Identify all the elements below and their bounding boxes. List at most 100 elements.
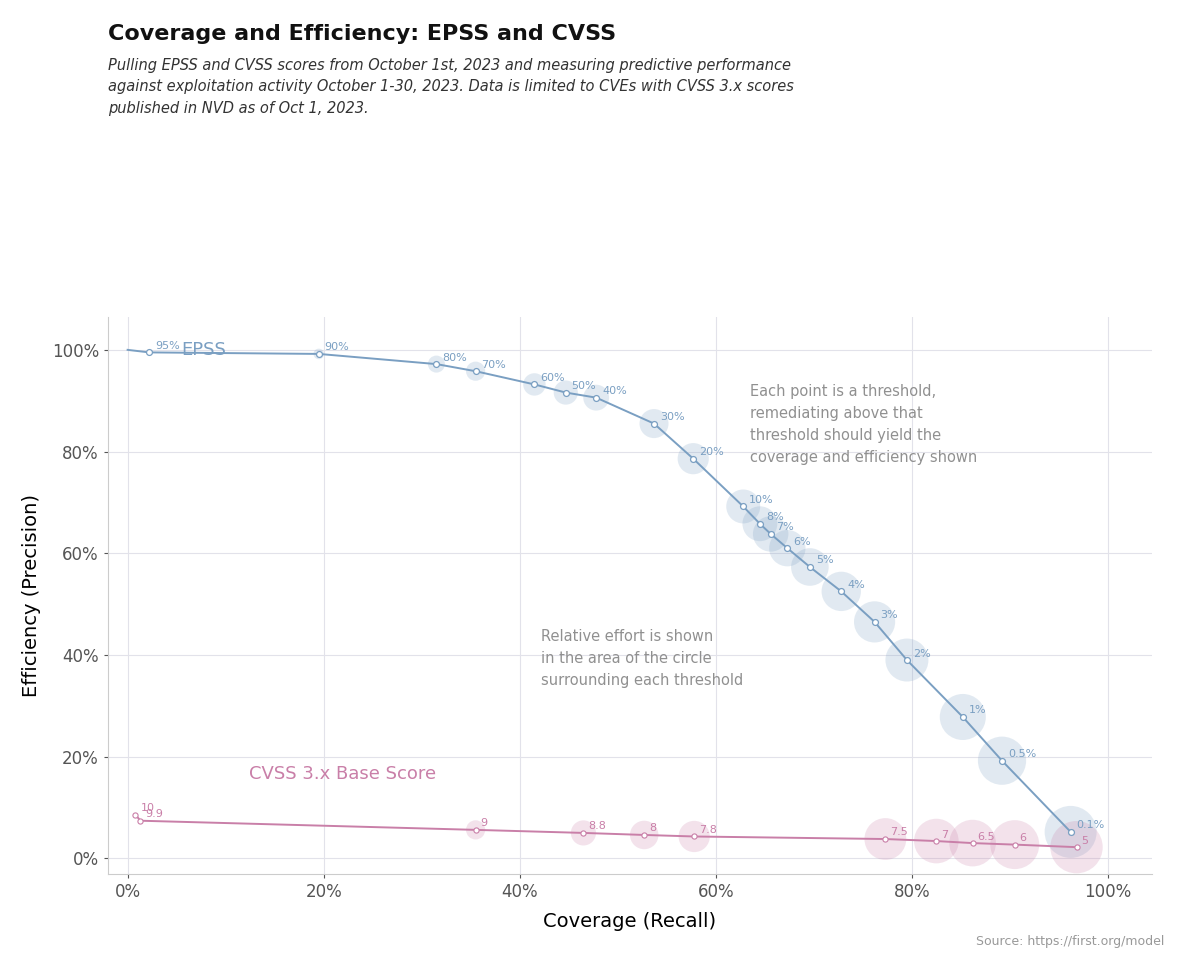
Point xyxy=(898,653,917,668)
Text: Each point is a threshold,
remediating above that
threshold should yield the
cov: Each point is a threshold, remediating a… xyxy=(750,384,977,466)
Point xyxy=(953,709,972,725)
Point xyxy=(865,614,884,630)
Point xyxy=(733,499,752,515)
Text: 0.1%: 0.1% xyxy=(1076,821,1105,830)
Text: 70%: 70% xyxy=(481,360,506,370)
Text: 9: 9 xyxy=(480,818,487,828)
Point xyxy=(964,835,983,851)
Point xyxy=(644,416,664,431)
Point xyxy=(574,826,593,841)
Text: 5%: 5% xyxy=(816,556,833,565)
Text: 0.5%: 0.5% xyxy=(1008,749,1036,759)
Text: 8%: 8% xyxy=(766,513,784,522)
Point xyxy=(750,516,769,532)
Text: 8: 8 xyxy=(649,824,656,833)
Point xyxy=(644,416,664,431)
Point xyxy=(778,540,797,556)
Point xyxy=(926,833,946,849)
Point xyxy=(865,614,884,630)
Point xyxy=(556,385,575,400)
Text: 7.5: 7.5 xyxy=(890,828,908,837)
Point xyxy=(310,347,329,362)
Text: 2%: 2% xyxy=(913,649,930,659)
Text: 4%: 4% xyxy=(847,580,865,589)
Point xyxy=(587,390,606,405)
Point xyxy=(1061,825,1080,840)
X-axis label: Coverage (Recall): Coverage (Recall) xyxy=(544,912,716,931)
Text: 7%: 7% xyxy=(776,522,794,533)
Point xyxy=(761,526,780,541)
Point xyxy=(427,356,446,372)
Text: 60%: 60% xyxy=(540,372,565,383)
Point xyxy=(139,345,158,360)
Point xyxy=(1067,839,1086,854)
Text: 80%: 80% xyxy=(443,352,467,363)
Point xyxy=(761,526,780,541)
Text: 40%: 40% xyxy=(602,386,626,396)
Point xyxy=(131,813,150,828)
Point xyxy=(524,376,544,392)
Point xyxy=(876,831,895,847)
Text: Source: https://first.org/model: Source: https://first.org/model xyxy=(976,935,1164,948)
Point xyxy=(733,499,752,515)
Point xyxy=(1067,839,1086,854)
Text: 1%: 1% xyxy=(968,706,986,715)
Text: 6.5: 6.5 xyxy=(978,831,995,842)
Point xyxy=(635,828,654,843)
Text: 10: 10 xyxy=(140,804,155,813)
Point xyxy=(832,584,851,599)
Point xyxy=(992,753,1012,768)
Text: EPSS: EPSS xyxy=(181,342,226,359)
Text: CVSS 3.x Base Score: CVSS 3.x Base Score xyxy=(248,765,436,783)
Point xyxy=(524,376,544,392)
Text: 5: 5 xyxy=(1081,835,1088,846)
Point xyxy=(876,831,895,847)
Point xyxy=(574,826,593,841)
Point xyxy=(800,560,820,575)
Text: 6%: 6% xyxy=(793,537,811,546)
Point xyxy=(131,813,150,828)
Text: 20%: 20% xyxy=(700,447,724,457)
Text: 30%: 30% xyxy=(660,412,684,422)
Text: 90%: 90% xyxy=(325,343,349,352)
Text: 50%: 50% xyxy=(571,381,596,391)
Text: Relative effort is shown
in the area of the circle
surrounding each threshold: Relative effort is shown in the area of … xyxy=(541,629,744,688)
Point xyxy=(466,364,485,379)
Point xyxy=(964,835,983,851)
Point xyxy=(126,807,145,823)
Text: Coverage and Efficiency: EPSS and CVSS: Coverage and Efficiency: EPSS and CVSS xyxy=(108,24,616,44)
Point xyxy=(310,347,329,362)
Point xyxy=(635,828,654,843)
Text: 95%: 95% xyxy=(155,341,180,350)
Y-axis label: Efficiency (Precision): Efficiency (Precision) xyxy=(22,493,41,697)
Point xyxy=(684,451,703,467)
Text: 7: 7 xyxy=(941,829,948,840)
Text: 10%: 10% xyxy=(749,495,774,505)
Point xyxy=(800,560,820,575)
Point xyxy=(427,356,446,372)
Point xyxy=(1006,837,1025,852)
Point xyxy=(1061,825,1080,840)
Text: Pulling EPSS and CVSS scores from October 1st, 2023 and measuring predictive per: Pulling EPSS and CVSS scores from Octobe… xyxy=(108,58,794,116)
Point xyxy=(685,828,704,844)
Text: 9.9: 9.9 xyxy=(145,809,163,819)
Point xyxy=(466,822,485,837)
Point xyxy=(898,653,917,668)
Point xyxy=(832,584,851,599)
Point xyxy=(685,828,704,844)
Point xyxy=(926,833,946,849)
Text: 8.8: 8.8 xyxy=(588,822,606,831)
Text: 3%: 3% xyxy=(881,611,898,620)
Text: 6: 6 xyxy=(1020,833,1027,843)
Point xyxy=(992,753,1012,768)
Point xyxy=(750,516,769,532)
Point xyxy=(684,451,703,467)
Text: 7.8: 7.8 xyxy=(700,825,716,835)
Point xyxy=(1006,837,1025,852)
Point xyxy=(587,390,606,405)
Point xyxy=(466,822,485,837)
Point xyxy=(778,540,797,556)
Point xyxy=(953,709,972,725)
Point xyxy=(556,385,575,400)
Point xyxy=(139,345,158,360)
